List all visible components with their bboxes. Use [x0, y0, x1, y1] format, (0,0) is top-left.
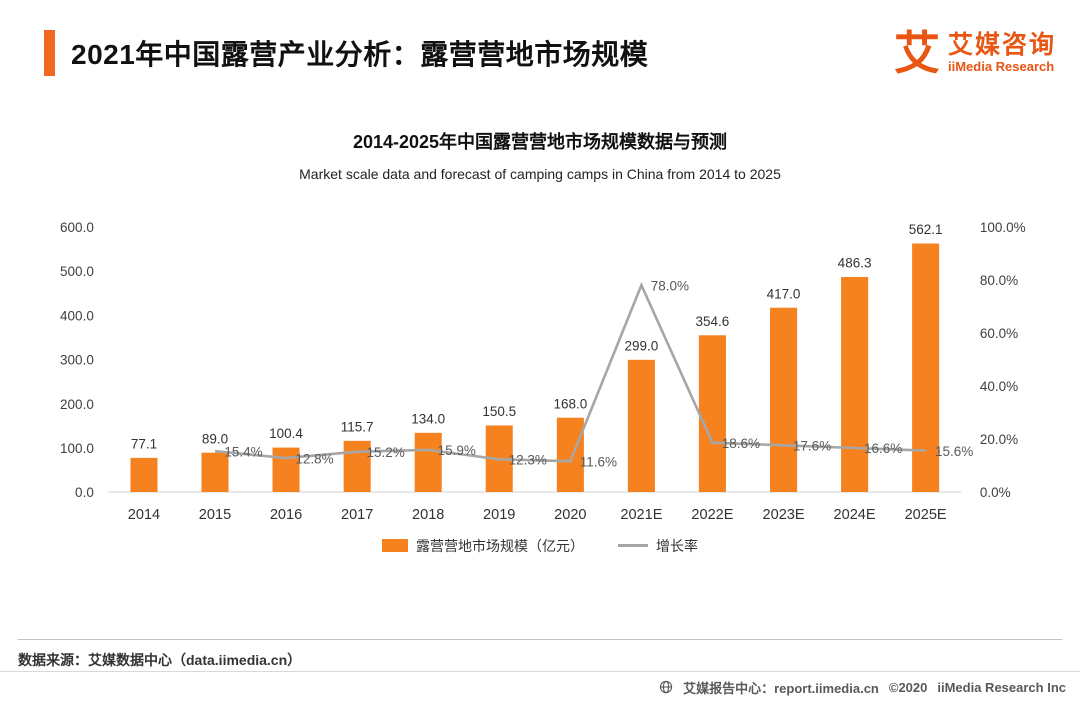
svg-text:16.6%: 16.6% — [864, 441, 902, 456]
svg-text:15.2%: 15.2% — [367, 445, 405, 460]
header: 2021年中国露营产业分析：露营营地市场规模 艾 艾媒咨询 iiMedia Re… — [0, 0, 1080, 76]
svg-text:562.1: 562.1 — [909, 222, 943, 237]
brand-name-cn: 艾媒咨询 — [947, 31, 1056, 60]
brand-name-en: iiMedia Research — [947, 58, 1055, 74]
legend-line-swatch — [618, 544, 648, 548]
page-title: 2021年中国露营产业分析：露营营地市场规模 — [71, 39, 649, 70]
svg-text:78.0%: 78.0% — [651, 278, 689, 293]
svg-text:2018: 2018 — [412, 507, 444, 523]
data-source-text: 数据来源：艾媒数据中心（data.iimedia.cn） — [18, 652, 302, 668]
svg-text:400.0: 400.0 — [60, 308, 94, 323]
svg-text:2016: 2016 — [270, 507, 302, 523]
svg-text:2021E: 2021E — [620, 507, 662, 523]
svg-text:2024E: 2024E — [834, 507, 876, 523]
svg-text:77.1: 77.1 — [131, 437, 157, 452]
legend-bar-label: 露营营地市场规模（亿元） — [416, 537, 584, 554]
svg-text:354.6: 354.6 — [696, 314, 730, 329]
svg-text:40.0%: 40.0% — [980, 379, 1018, 394]
svg-text:150.5: 150.5 — [482, 404, 516, 419]
svg-text:2020: 2020 — [554, 507, 586, 523]
globe-icon — [659, 680, 673, 694]
svg-text:15.4%: 15.4% — [224, 444, 262, 459]
svg-text:2014: 2014 — [128, 507, 160, 523]
brand-logo: 艾 艾媒咨询 iiMedia Research — [894, 30, 1056, 76]
svg-text:115.7: 115.7 — [341, 419, 374, 434]
svg-text:2023E: 2023E — [763, 507, 805, 523]
svg-text:486.3: 486.3 — [838, 256, 872, 271]
svg-text:417.0: 417.0 — [767, 286, 801, 301]
svg-text:15.6%: 15.6% — [935, 444, 973, 459]
svg-text:12.8%: 12.8% — [295, 451, 333, 466]
chart-title: 2014-2025年中国露营营地市场规模数据与预测 — [352, 132, 728, 152]
svg-text:2025E: 2025E — [905, 507, 947, 523]
svg-text:100.4: 100.4 — [269, 426, 303, 441]
svg-text:12.3%: 12.3% — [509, 453, 547, 468]
svg-text:600.0: 600.0 — [60, 220, 94, 235]
data-source: 数据来源：艾媒数据中心（data.iimedia.cn） — [18, 639, 1062, 670]
svg-text:11.6%: 11.6% — [580, 454, 617, 469]
svg-text:134.0: 134.0 — [411, 411, 445, 426]
svg-text:17.6%: 17.6% — [793, 438, 831, 453]
legend-line-label: 增长率 — [656, 537, 698, 554]
svg-text:2015: 2015 — [199, 507, 231, 523]
legend-bar-swatch — [382, 539, 408, 553]
legend-item-bars: 露营营地市场规模（亿元） — [382, 536, 584, 556]
chart-subtitle: Market scale data and forecast of campin… — [299, 166, 781, 182]
legend-item-line: 增长率 — [618, 536, 698, 556]
svg-text:168.0: 168.0 — [553, 396, 587, 411]
svg-text:100.0: 100.0 — [60, 441, 94, 456]
svg-text:2022E: 2022E — [691, 507, 733, 523]
svg-text:500.0: 500.0 — [60, 264, 94, 279]
svg-text:15.9%: 15.9% — [438, 443, 476, 458]
footer-copyright: ©2020 — [888, 679, 928, 695]
chart-legend: 露营营地市场规模（亿元） 增长率 — [0, 536, 1080, 556]
svg-text:89.0: 89.0 — [202, 431, 228, 446]
svg-text:2017: 2017 — [341, 507, 373, 523]
svg-text:0.0: 0.0 — [75, 485, 94, 500]
footer-company: iiMedia Research Inc — [937, 679, 1066, 695]
svg-text:100.0%: 100.0% — [980, 220, 1026, 235]
footer-report-center: 艾媒报告中心：report.iimedia.cn — [683, 680, 879, 696]
brand-logo-icon: 艾 — [893, 27, 940, 79]
svg-text:200.0: 200.0 — [60, 397, 94, 412]
svg-text:20.0%: 20.0% — [980, 432, 1018, 447]
camping-market-bar-line-chart: 0.0 100.0 200.0 300.0 400.0 500.0 600.0 0.0% 20.… — [20, 206, 1060, 534]
svg-text:300.0: 300.0 — [60, 353, 94, 368]
svg-text:299.0: 299.0 — [624, 338, 658, 353]
chart-heading: 2014-2025年中国露营营地市场规模数据与预测 Market scale d… — [0, 128, 1080, 182]
svg-text:80.0%: 80.0% — [980, 273, 1018, 288]
header-accent-bar — [44, 30, 55, 76]
svg-text:60.0%: 60.0% — [980, 326, 1018, 341]
footer: 艾媒报告中心：report.iimedia.cn ©2020 iiMedia R… — [0, 671, 1080, 702]
svg-text:2019: 2019 — [483, 507, 515, 523]
svg-text:18.6%: 18.6% — [722, 436, 760, 451]
svg-text:0.0%: 0.0% — [980, 485, 1011, 500]
